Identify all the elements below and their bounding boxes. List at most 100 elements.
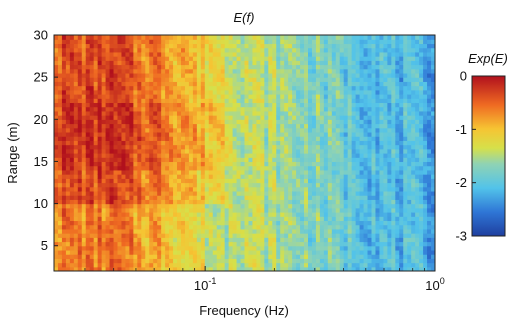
heatmap-cell — [105, 203, 111, 209]
heatmap-cell — [165, 216, 170, 222]
heatmap-cell — [77, 199, 83, 205]
heatmap-cell — [304, 140, 309, 146]
heatmap-cell — [105, 72, 111, 78]
heatmap-cell — [371, 140, 377, 146]
heatmap-cell — [137, 212, 142, 217]
heatmap-cell — [69, 220, 75, 226]
heatmap-cell — [125, 233, 131, 238]
heatmap-cell — [137, 81, 142, 87]
heatmap-cell — [260, 245, 265, 251]
heatmap-cell — [184, 254, 190, 259]
heatmap-cell — [208, 157, 214, 163]
heatmap-cell — [319, 266, 325, 271]
heatmap-cell — [161, 161, 166, 167]
heatmap-cell — [296, 148, 301, 154]
heatmap-cell — [137, 254, 142, 259]
heatmap-cell — [308, 207, 313, 213]
heatmap-cell — [244, 241, 250, 247]
heatmap-cell — [204, 136, 210, 141]
heatmap-cell — [117, 241, 123, 247]
heatmap-cell — [129, 60, 134, 66]
heatmap-cell — [157, 136, 162, 141]
heatmap-cell — [125, 169, 131, 175]
heatmap-cell — [276, 43, 281, 49]
heatmap-cell — [260, 237, 265, 243]
heatmap-cell — [379, 245, 385, 251]
heatmap-cell — [97, 43, 103, 49]
heatmap-cell — [240, 199, 246, 205]
heatmap-cell — [85, 77, 91, 82]
heatmap-cell — [399, 199, 404, 205]
heatmap-cell — [177, 89, 182, 95]
heatmap-cell — [387, 178, 392, 184]
heatmap-cell — [105, 106, 111, 112]
heatmap-cell — [288, 165, 293, 171]
heatmap-cell — [184, 35, 190, 40]
heatmap-cell — [391, 98, 396, 104]
heatmap-cell — [113, 47, 119, 53]
heatmap-cell — [208, 186, 214, 192]
heatmap-cell — [149, 35, 154, 40]
heatmap-cell — [379, 64, 385, 70]
heatmap-cell — [311, 153, 317, 158]
heatmap-cell — [323, 203, 329, 209]
heatmap-cell — [351, 94, 357, 99]
heatmap-cell — [161, 169, 166, 175]
heatmap-cell — [97, 68, 103, 74]
heatmap-cell — [232, 56, 238, 61]
heatmap-cell — [264, 60, 269, 66]
heatmap-cell — [272, 64, 277, 70]
heatmap-cell — [224, 224, 230, 230]
heatmap-cell — [73, 39, 79, 45]
heatmap-cell — [331, 77, 337, 82]
heatmap-cell — [81, 190, 87, 196]
heatmap-cell — [260, 47, 265, 53]
heatmap-cell — [347, 182, 353, 188]
heatmap-cell — [304, 190, 309, 196]
heatmap-cell — [292, 85, 297, 91]
heatmap-cell — [173, 110, 178, 116]
heatmap-cell — [173, 51, 178, 57]
heatmap-cell — [181, 56, 186, 61]
heatmap-cell — [335, 203, 341, 209]
heatmap-cell — [113, 245, 119, 251]
heatmap-cell — [81, 224, 87, 230]
heatmap-cell — [268, 199, 273, 205]
heatmap-cell — [101, 51, 107, 57]
heatmap-cell — [149, 98, 154, 104]
heatmap-cell — [256, 119, 261, 125]
heatmap-cell — [173, 64, 178, 70]
heatmap-cell — [157, 186, 162, 192]
heatmap-cell — [204, 110, 210, 116]
heatmap-cell — [296, 174, 301, 179]
heatmap-cell — [181, 94, 186, 99]
heatmap-cell — [375, 94, 381, 99]
heatmap-cell — [296, 64, 301, 70]
heatmap-cell — [181, 85, 186, 91]
heatmap-cell — [264, 131, 269, 137]
heatmap-cell — [395, 233, 400, 238]
heatmap-cell — [395, 98, 400, 104]
heatmap-cell — [403, 241, 408, 247]
heatmap-cell — [272, 195, 277, 200]
heatmap-cell — [161, 60, 166, 66]
heatmap-cell — [216, 186, 222, 192]
heatmap-cell — [192, 77, 198, 82]
heatmap-cell — [327, 94, 333, 99]
heatmap-cell — [236, 254, 242, 259]
heatmap-cell — [280, 178, 285, 184]
heatmap-cell — [387, 123, 392, 129]
heatmap-cell — [379, 262, 385, 268]
heatmap-cell — [109, 254, 115, 259]
heatmap-cell — [113, 60, 119, 66]
heatmap-cell — [192, 161, 198, 167]
heatmap-cell — [61, 56, 67, 61]
heatmap-cell — [85, 127, 91, 133]
heatmap-cell — [379, 212, 385, 217]
heatmap-cell — [383, 51, 388, 57]
heatmap-cell — [395, 77, 400, 82]
heatmap-cell — [200, 110, 206, 116]
heatmap-cell — [363, 102, 369, 108]
heatmap-cell — [288, 119, 293, 125]
heatmap-cell — [81, 249, 87, 255]
